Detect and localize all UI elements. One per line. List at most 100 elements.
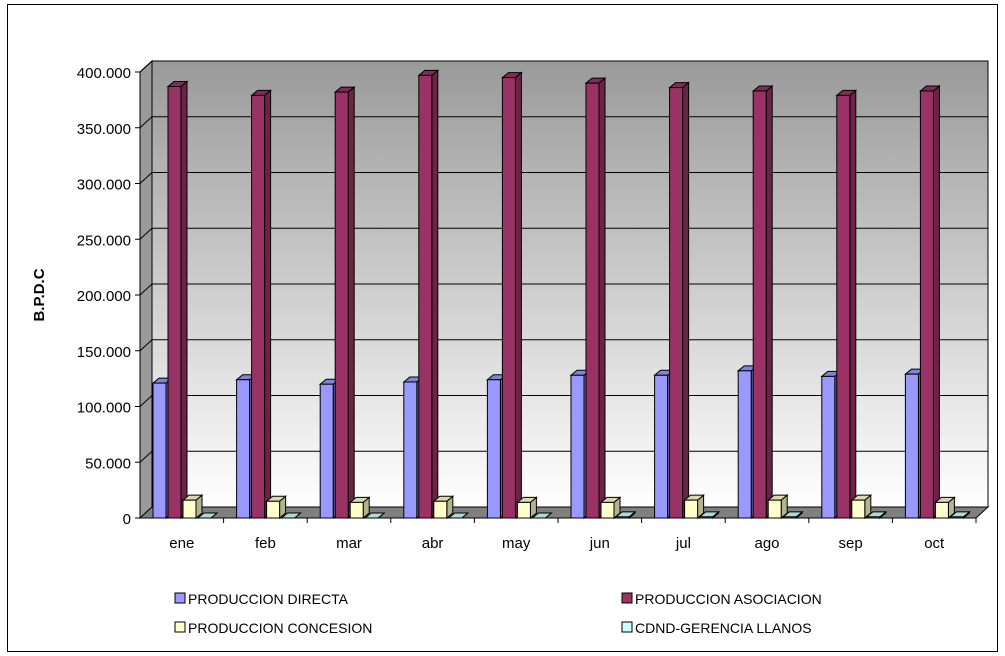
bar-produccion-concesion (265, 495, 287, 520)
bar-side (765, 84, 773, 520)
gridline (139, 283, 988, 296)
gridline (139, 339, 988, 352)
bar-cdnd-gerencia-llanos (781, 510, 804, 520)
bar-front (319, 383, 334, 519)
gridline (139, 172, 988, 184)
bar-front (737, 370, 752, 519)
y-tick-label: 50.000 (85, 455, 131, 472)
bar-produccion-concesion (934, 496, 956, 520)
bar-produccion-concesion (766, 494, 789, 520)
x-tick-label: abr (422, 535, 444, 552)
bar-produccion-asociacion (417, 69, 440, 520)
bar-front (182, 499, 197, 519)
bar-produccion-asociacion (919, 84, 941, 520)
bar-cdnd-gerencia-llanos (614, 510, 637, 520)
bar-front (433, 500, 448, 519)
legend-label: PRODUCCION DIRECTA (188, 591, 349, 607)
bar-cdnd-gerencia-llanos (865, 510, 888, 520)
y-tick-label: 350.000 (77, 121, 131, 138)
legend-label: PRODUCCION ASOCIACION (635, 591, 822, 607)
bar-produccion-concesion (432, 495, 455, 520)
gridline (139, 116, 988, 129)
bar-front (349, 501, 364, 519)
x-tick-label: ene (169, 535, 194, 552)
bar-front (501, 77, 516, 519)
legend-swatch (174, 592, 186, 604)
bar-produccion-asociacion (835, 89, 858, 520)
bar-front (585, 82, 600, 519)
x-tick-label: ago (754, 535, 779, 552)
bar-front (251, 94, 266, 519)
bar-side (514, 71, 522, 520)
bar-front (684, 499, 699, 519)
bar-cdnd-gerencia-llanos (949, 510, 971, 520)
x-tick-label: jul (675, 535, 691, 552)
bar-produccion-asociacion (333, 86, 356, 520)
bar-front (934, 501, 949, 519)
bar-produccion-concesion (516, 496, 538, 520)
x-tick-label: sep (839, 535, 863, 552)
bar-side (932, 84, 940, 520)
bar-cdnd-gerencia-llanos (363, 512, 386, 519)
bar-front (836, 94, 851, 519)
gridline (139, 60, 988, 73)
y-tick-label: 150.000 (77, 344, 131, 361)
bar-side (682, 81, 690, 520)
y-tick-label: 300.000 (77, 177, 131, 194)
x-tick-label: feb (255, 535, 276, 552)
legend-item: PRODUCCION CONCESION (174, 620, 372, 636)
y-axis-title: B.P.D.C (31, 268, 48, 321)
bar-front (904, 373, 919, 519)
bar-produccion-concesion (181, 494, 204, 520)
bar-front (570, 374, 585, 519)
bar-produccion-asociacion (668, 81, 690, 520)
bar-cdnd-gerencia-llanos (698, 510, 720, 520)
gridline (139, 450, 988, 463)
y-tick-label: 250.000 (77, 232, 131, 249)
legend-label: PRODUCCION CONCESION (188, 620, 372, 636)
bar-front (334, 91, 349, 519)
bar-produccion-asociacion (584, 77, 607, 520)
bar-produccion-concesion (850, 494, 873, 520)
bar-produccion-asociacion (250, 89, 272, 520)
x-tick-label: mar (336, 535, 362, 552)
x-tick-label: jun (589, 535, 610, 552)
bar-front (403, 381, 418, 519)
bar-side (347, 86, 355, 520)
legend-swatch (174, 621, 186, 633)
bar-side (849, 89, 857, 520)
legend-item: PRODUCCION DIRECTA (174, 591, 349, 607)
gridline (139, 395, 988, 407)
bar-side (264, 89, 272, 520)
bar-produccion-asociacion (166, 80, 189, 520)
bar-front (752, 90, 767, 519)
bar-front (167, 85, 182, 519)
bar-front (919, 90, 934, 519)
gridline (139, 227, 988, 240)
bar-front (516, 501, 531, 519)
bar-produccion-asociacion (751, 84, 774, 520)
bar-front (600, 501, 615, 519)
bar-front (669, 87, 684, 519)
legend-label: CDND-GERENCIA LLANOS (635, 620, 812, 636)
bar-produccion-concesion (348, 496, 371, 520)
x-tick-label: oct (924, 535, 945, 552)
bar-front (236, 379, 251, 519)
legend-item: PRODUCCION ASOCIACION (621, 591, 822, 607)
legend-item: CDND-GERENCIA LLANOS (621, 620, 812, 636)
y-tick-label: 100.000 (77, 400, 131, 417)
x-tick-label: may (502, 535, 531, 552)
legend-swatch (621, 621, 633, 633)
bar-produccion-asociacion (501, 71, 523, 520)
bar-side (598, 77, 606, 520)
bar-produccion-concesion (683, 494, 705, 520)
bar-front (486, 379, 501, 519)
bar-front (266, 500, 281, 519)
bar-front (767, 499, 782, 519)
bar-side (180, 80, 188, 520)
y-tick-label: 200.000 (77, 288, 131, 305)
y-tick-label: 0 (123, 511, 131, 528)
legend-swatch (621, 592, 633, 604)
bar-front (418, 74, 433, 519)
